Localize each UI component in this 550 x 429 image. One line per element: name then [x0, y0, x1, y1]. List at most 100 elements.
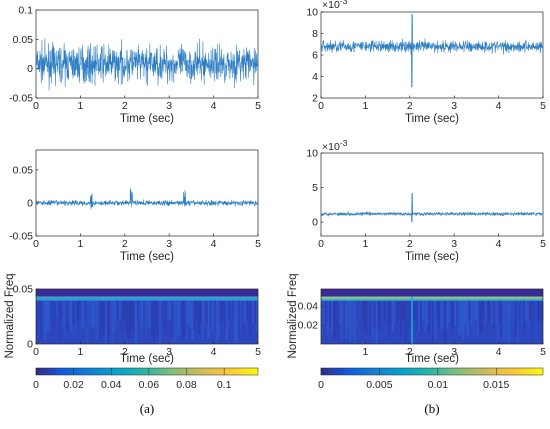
b3-texture [490, 300, 493, 324]
a3-texture [251, 300, 255, 324]
b3-texture [403, 300, 407, 344]
a3-texture [114, 300, 118, 326]
b3-texture [502, 300, 505, 340]
b3-texture [409, 300, 413, 327]
a3-texture [80, 300, 83, 329]
b3-texture [371, 300, 374, 340]
a2-xtick-label: 2 [122, 238, 128, 250]
b1-ytick-label: 8 [312, 28, 318, 40]
b3-texture [462, 300, 465, 340]
b2-ytick-label: 10 [306, 148, 318, 160]
b2-y-ticks: 0 5 10 [306, 148, 324, 229]
a1-x-ticks: 0 1 2 3 4 5 [33, 95, 261, 112]
a2-xlabel: Time (sec) [120, 251, 174, 263]
a3-cb-tick-label: 0.02 [63, 379, 84, 391]
b3-axes-box [320, 288, 544, 345]
a3-texture [185, 300, 188, 341]
b1-xtick-label: 5 [540, 100, 546, 112]
a3-xtick-label: 3 [166, 346, 172, 358]
a3-texture [48, 300, 51, 331]
b2-xtick-label: 3 [451, 238, 457, 250]
a1-xtick-label: 0 [33, 100, 39, 112]
a3-texture [38, 300, 41, 319]
a3-texture [217, 300, 220, 341]
a3-texture [118, 300, 122, 319]
b3-texture [522, 300, 526, 331]
b3-texture [373, 300, 376, 329]
b3-texture [480, 300, 483, 333]
a3-texture [161, 300, 164, 326]
b3-texture [365, 300, 368, 336]
a3-ytick-label: 0.05 [13, 284, 34, 296]
b3-xtick-label: 5 [540, 346, 546, 358]
a1-signal-line [35, 38, 259, 91]
b3-texture [514, 300, 518, 337]
a3-cb-tick-label: 0 [33, 379, 39, 391]
a3-texture [88, 300, 91, 324]
a3-texture [126, 300, 130, 338]
a3-y-ticks: 00.05 [13, 284, 39, 351]
b3-texture [413, 300, 417, 321]
a3-texture [229, 300, 233, 319]
b3-texture [367, 300, 370, 326]
a3-texture [151, 300, 154, 338]
a3-xtick-label: 5 [255, 346, 261, 358]
a3-texture [201, 300, 204, 340]
a3-texture [187, 300, 190, 323]
a3-texture [221, 300, 224, 322]
b3-texture [339, 300, 342, 325]
a3-colorbar [35, 367, 259, 376]
a2-x-ticks: 0 1 2 3 4 5 [33, 233, 261, 250]
a3-texture [183, 300, 186, 341]
b3-texture [417, 300, 421, 333]
b3-texture [468, 300, 471, 320]
b1-ytick-label: 4 [312, 71, 318, 83]
a3-xtick-label: 4 [211, 346, 217, 358]
a3-texture [66, 300, 69, 331]
b3-texture [492, 300, 495, 333]
a3-texture [132, 300, 136, 334]
a1-xtick-label: 3 [166, 100, 172, 112]
b3-texture [327, 300, 330, 333]
b3-texture [381, 300, 384, 320]
b1-xtick-label: 3 [451, 100, 457, 112]
a3-texture [179, 300, 182, 338]
b3-texture [436, 300, 439, 319]
b3-texture [425, 300, 429, 326]
a3-texture [108, 300, 111, 336]
chart-b2: 0 1 2 3 4 5 0 5 10 ×10-3 Time (sec) [306, 138, 546, 263]
a3-texture [243, 300, 247, 324]
b3-texture [526, 300, 530, 327]
a3-texture [130, 300, 134, 330]
a3-texture [207, 300, 210, 338]
a3-texture [163, 300, 166, 330]
a3-texture [124, 300, 128, 332]
a3-texture [239, 300, 243, 333]
b2-xtick-label: 0 [318, 238, 324, 250]
a3-axes-box [35, 288, 259, 345]
b1-xlabel: Time (sec) [405, 113, 459, 125]
a3-texture [167, 300, 170, 321]
b3-texture [375, 300, 378, 344]
a3-texture [171, 300, 174, 335]
b2-xtick-label: 1 [362, 238, 368, 250]
chart-b3: 1 2 3 4 5 0.02 0.04 Time (sec) Normalized Fre… [287, 274, 546, 392]
b3-texture [353, 300, 356, 344]
a3-texture [138, 300, 142, 324]
a3-bright-line [36, 296, 258, 300]
a3-texture [74, 300, 77, 337]
b3-texture [498, 300, 501, 323]
b3-texture [395, 300, 398, 323]
a3-ylabel: Normalized Freq [4, 274, 16, 359]
a3-texture [94, 300, 97, 325]
a2-signal-line [35, 187, 259, 210]
b3-x-ticks: 1 2 3 4 5 [362, 341, 546, 358]
b3-texture [486, 300, 489, 327]
b3-texture [361, 300, 364, 322]
b3-texture [440, 300, 443, 329]
a1-ytick-label: 0.05 [13, 34, 34, 46]
a3-texture [213, 300, 216, 333]
b3-texture [464, 300, 467, 325]
